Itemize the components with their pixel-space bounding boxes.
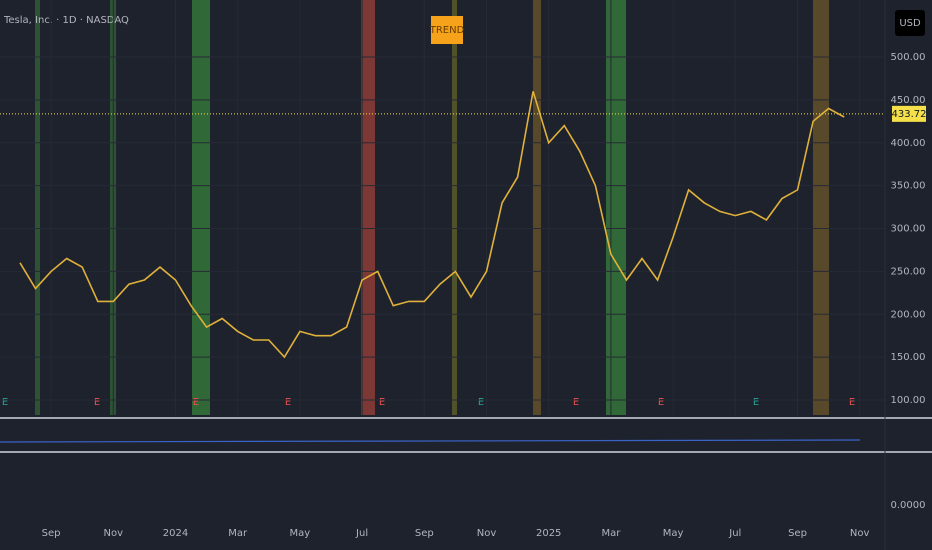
lower-pane-tick: 0.0000 — [891, 500, 926, 511]
band — [452, 0, 457, 415]
x-tick-label: Jul — [355, 528, 368, 539]
last-price-label: 433.72 — [892, 109, 927, 120]
currency: USD — [899, 18, 921, 29]
earnings-marker: E — [285, 397, 291, 408]
y-tick-label: 150.00 — [891, 352, 926, 363]
x-tick-label: Nov — [850, 528, 870, 539]
chart-title: Tesla, Inc. · 1D · NASDAQ — [3, 15, 129, 26]
earnings-marker: E — [379, 397, 385, 408]
earnings-marker: E — [849, 397, 855, 408]
volume-line — [0, 439, 861, 443]
y-tick-label: 100.00 — [891, 395, 926, 406]
x-tick-label: Sep — [42, 528, 61, 539]
y-tick-label: 500.00 — [891, 52, 926, 63]
band — [35, 0, 40, 415]
currency-box — [895, 10, 925, 36]
annotation-box — [431, 16, 463, 44]
x-tick-label: 2025 — [536, 528, 561, 539]
band — [192, 0, 210, 415]
x-tick-label: Mar — [228, 528, 248, 539]
x-tick-label: Nov — [477, 528, 497, 539]
band — [533, 0, 541, 415]
y-tick-label: 450.00 — [891, 95, 926, 106]
y-tick-label: 350.00 — [891, 181, 926, 192]
x-tick-label: May — [663, 528, 684, 539]
y-tick-label: 300.00 — [891, 224, 926, 235]
x-tick-label: Sep — [788, 528, 807, 539]
x-tick-label: Sep — [415, 528, 434, 539]
earnings-marker: E — [2, 397, 8, 408]
earnings-marker: E — [573, 397, 579, 408]
annotation: TREND — [429, 25, 465, 36]
x-tick-label: May — [290, 528, 311, 539]
x-tick-label: 2024 — [163, 528, 188, 539]
price-line — [19, 91, 845, 359]
band — [606, 0, 626, 415]
x-tick-label: Jul — [728, 528, 741, 539]
y-tick-label: 250.00 — [891, 266, 926, 277]
band — [361, 0, 375, 415]
last-price-box — [892, 105, 926, 122]
earnings-marker: E — [753, 397, 759, 408]
y-tick-label: 200.00 — [891, 309, 926, 320]
earnings-markers: E E E E E E E E E E — [2, 397, 855, 408]
y-tick-label: 400.00 — [891, 138, 926, 149]
earnings-marker: E — [193, 397, 199, 408]
band — [813, 0, 829, 415]
earnings-marker: E — [94, 397, 100, 408]
x-tick-label: Nov — [104, 528, 124, 539]
x-tick-label: Mar — [601, 528, 621, 539]
earnings-marker: E — [658, 397, 664, 408]
earnings-marker: E — [478, 397, 484, 408]
